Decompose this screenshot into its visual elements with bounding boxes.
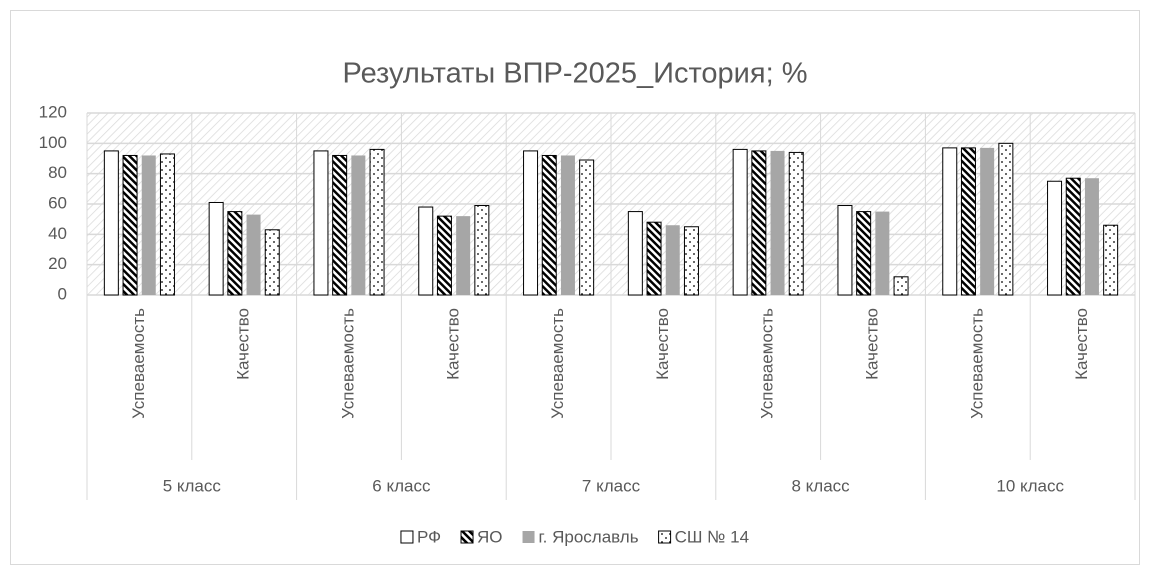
bar bbox=[264, 229, 280, 296]
x-tick-label: Успеваемость bbox=[758, 308, 777, 419]
x-tick-label: Качество bbox=[862, 308, 881, 380]
bar bbox=[141, 155, 156, 295]
bar bbox=[875, 211, 890, 295]
bar bbox=[1047, 180, 1063, 296]
bar bbox=[893, 276, 909, 296]
group-label: 5 класс bbox=[163, 476, 222, 495]
bar bbox=[103, 150, 119, 296]
bar bbox=[122, 154, 138, 296]
bar bbox=[788, 151, 804, 296]
x-tick-label: Успеваемость bbox=[548, 308, 567, 419]
y-tick-label: 100 bbox=[39, 133, 67, 152]
bar bbox=[856, 211, 872, 296]
group-label: 6 класс bbox=[372, 476, 431, 495]
bar bbox=[732, 148, 748, 296]
x-tick-label: Качество bbox=[653, 308, 672, 380]
bar bbox=[332, 154, 348, 296]
legend-swatch bbox=[400, 530, 414, 544]
bar bbox=[980, 147, 995, 295]
bar bbox=[751, 150, 767, 296]
legend-label: РФ bbox=[417, 527, 441, 546]
legend-swatch bbox=[658, 530, 672, 544]
y-tick-label: 20 bbox=[48, 254, 67, 273]
bar bbox=[1103, 224, 1119, 296]
bar bbox=[523, 150, 539, 296]
bar bbox=[1084, 178, 1099, 295]
x-tick-label: Качество bbox=[443, 308, 462, 380]
bar bbox=[456, 216, 471, 295]
bar bbox=[351, 155, 366, 295]
group-label: 10 класс bbox=[996, 476, 1064, 495]
bar bbox=[627, 211, 643, 296]
bar bbox=[436, 215, 452, 296]
bar bbox=[208, 201, 224, 296]
legend-swatch bbox=[460, 530, 474, 544]
bar bbox=[579, 159, 595, 296]
bar bbox=[960, 147, 976, 296]
x-tick-label: Успеваемость bbox=[338, 308, 357, 419]
bar bbox=[1065, 177, 1081, 296]
y-tick-label: 60 bbox=[48, 193, 67, 212]
bar bbox=[369, 148, 385, 296]
bar bbox=[942, 147, 958, 296]
legend-swatch bbox=[522, 531, 535, 543]
bar bbox=[560, 155, 575, 295]
x-tick-label: Успеваемость bbox=[129, 308, 148, 419]
legend-label: г. Ярославль bbox=[539, 527, 639, 546]
bar bbox=[998, 142, 1014, 296]
x-tick-label: Качество bbox=[1072, 308, 1091, 380]
bar bbox=[159, 153, 175, 296]
legend-label: СШ № 14 bbox=[675, 527, 749, 546]
bar bbox=[541, 154, 557, 296]
bar bbox=[770, 150, 785, 295]
group-label: 7 класс bbox=[582, 476, 641, 495]
x-tick-label: Качество bbox=[234, 308, 253, 380]
bar bbox=[474, 205, 490, 296]
y-tick-label: 80 bbox=[48, 163, 67, 182]
x-tick-label: Успеваемость bbox=[967, 308, 986, 419]
y-tick-label: 120 bbox=[39, 102, 67, 121]
group-label: 8 класс bbox=[792, 476, 851, 495]
y-tick-label: 40 bbox=[48, 224, 67, 243]
y-tick-label: 0 bbox=[58, 284, 67, 303]
bar bbox=[683, 226, 699, 296]
legend-label: ЯО bbox=[477, 527, 503, 546]
bar bbox=[646, 221, 662, 296]
bar bbox=[418, 206, 434, 296]
bar bbox=[227, 211, 243, 296]
chart-title: Результаты ВПР-2025_История; % bbox=[343, 58, 808, 90]
bar bbox=[313, 150, 329, 296]
bar bbox=[246, 214, 261, 295]
bar bbox=[665, 225, 680, 295]
bar bbox=[837, 205, 853, 296]
